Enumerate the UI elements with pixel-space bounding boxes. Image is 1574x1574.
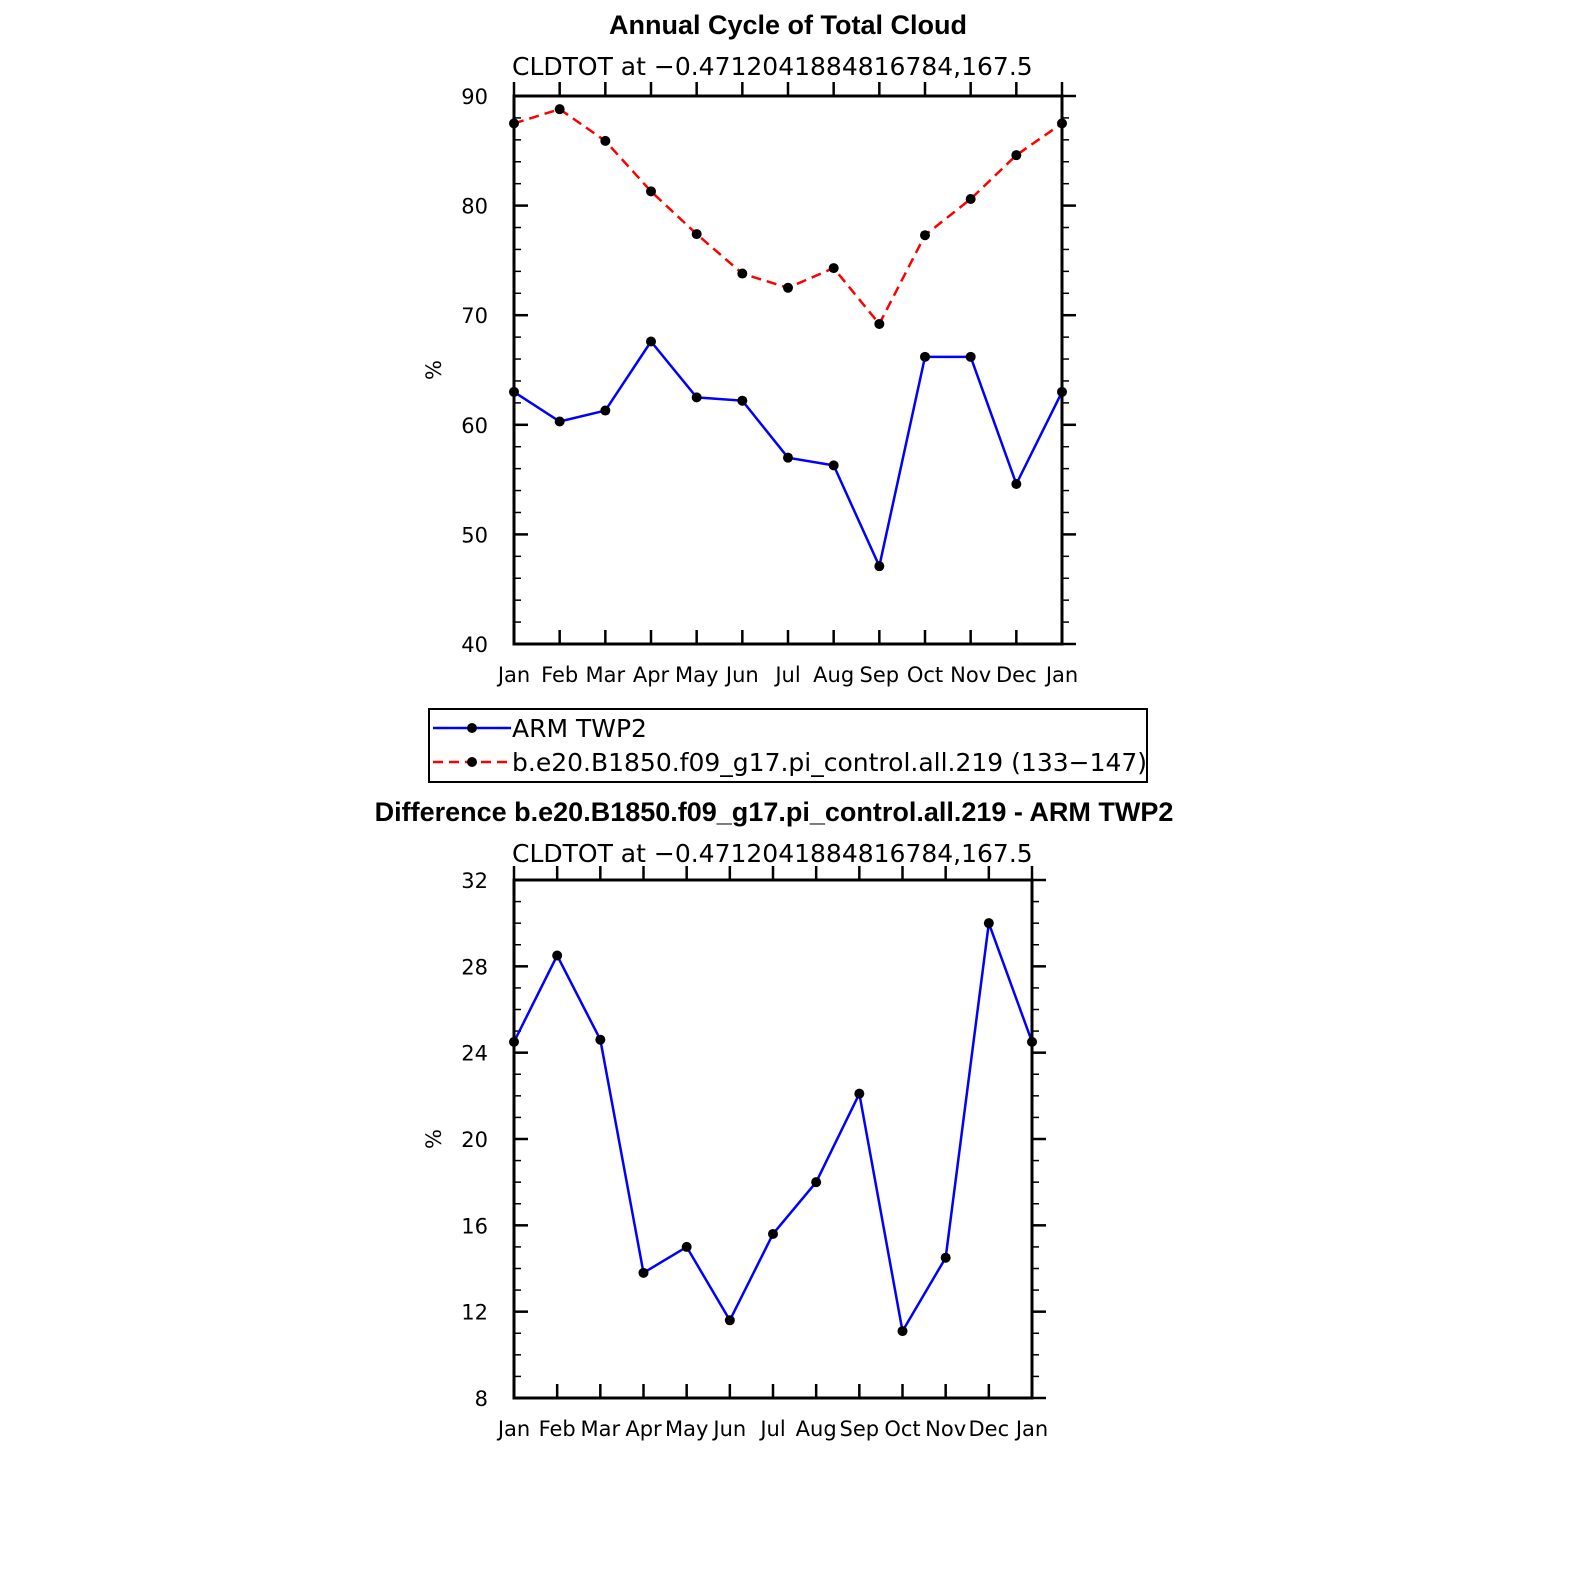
chart1-ytick-label: 80: [461, 195, 488, 219]
chart2-ytick-label: 16: [461, 1214, 488, 1238]
chart2-xtick-label: Mar: [581, 1417, 621, 1441]
chart1-xtick-label: May: [675, 663, 718, 687]
chart1-series-1-point: [783, 282, 793, 293]
chart2-series-0-point: [724, 1315, 735, 1326]
chart1-series-0-point: [874, 561, 885, 572]
chart1-series-1-point: [965, 194, 976, 205]
chart1-series-1-point: [737, 268, 748, 279]
chart1-series-0-point: [828, 460, 839, 471]
chart1-series-0-point: [691, 392, 702, 403]
chart2-xtick-label: Jun: [711, 1417, 746, 1441]
difference-chart: Difference b.e20.B1850.f09_g17.pi_contro…: [375, 797, 1174, 1441]
chart2-series-0-point: [768, 1228, 778, 1239]
chart1-ytick-label: 90: [461, 85, 488, 109]
chart1-series-0-point: [600, 405, 611, 416]
chart2-series-0-point: [552, 950, 563, 961]
chart1-ytick-label: 60: [461, 414, 488, 438]
annual-cycle-chart: Annual Cycle of Total Cloud CLDTOT at −0…: [422, 10, 1148, 783]
chart1-series-0-point: [783, 452, 793, 463]
chart2-series-0-point: [983, 918, 994, 929]
chart1-subtitle: CLDTOT at −0.4712041884816784,167.5: [512, 52, 1033, 81]
chart2-xtick-label: Jan: [1014, 1417, 1048, 1441]
legend-marker-model: [467, 757, 477, 767]
chart2-xtick-label: Apr: [625, 1417, 662, 1441]
chart1-series-0-point: [920, 351, 930, 362]
chart2-series-0-point: [811, 1177, 822, 1188]
chart2-ytick-label: 28: [461, 955, 488, 979]
chart2-plot-frame: [512, 878, 1034, 1400]
chart2-ytick-label: 12: [461, 1301, 488, 1325]
chart2-ticks: Jan Feb Mar Apr May Jun Jul Aug Sep Oct Nov Dec Jan8…: [461, 866, 1048, 1441]
chart1-xtick-label: Jan: [1044, 663, 1078, 687]
chart2-xtick-label: Jan: [496, 1417, 530, 1441]
chart1-series: [509, 104, 1067, 572]
chart1-ytick-label: 70: [461, 304, 488, 328]
chart2-subtitle: CLDTOT at −0.4712041884816784,167.5: [512, 839, 1033, 868]
chart2-ytick-label: 8: [475, 1387, 488, 1411]
chart1-series-1-point: [691, 229, 702, 240]
chart2-xtick-label: Oct: [884, 1417, 920, 1441]
chart1-ylabel: %: [422, 360, 446, 380]
chart2-ytick-label: 32: [461, 869, 488, 893]
chart1-series-1-point: [646, 186, 656, 197]
legend-label-arm: ARM TWP2: [512, 714, 647, 743]
chart2-xtick-label: May: [665, 1417, 708, 1441]
chart2-series: [509, 918, 1037, 1337]
chart1-ticks: Jan Feb Mar Apr May Jun Jul Aug Sep Oct Nov Dec Jan 4…: [461, 82, 1078, 687]
chart1-plot-frame: [512, 94, 1064, 646]
chart2-xtick-label: Dec: [969, 1417, 1010, 1441]
chart1-series-1-point: [828, 263, 839, 274]
chart2-title: Difference b.e20.B1850.f09_g17.pi_contro…: [375, 797, 1174, 827]
chart1-ytick-label: 40: [461, 633, 488, 657]
chart1-xtick-label: Jan: [496, 663, 530, 687]
chart1-series-0-point: [1011, 478, 1022, 489]
chart2-xtick-label: Nov: [925, 1417, 966, 1441]
chart2-ytick-label: 20: [461, 1128, 488, 1152]
chart1-xtick-label: Aug: [813, 663, 854, 687]
chart2-xtick-label: Feb: [539, 1417, 576, 1441]
chart2-series-line-0: [512, 922, 1034, 1335]
chart2-series-0-point: [681, 1241, 692, 1252]
chart1-xtick-label: Jun: [724, 663, 759, 687]
chart2-ylabel: %: [422, 1129, 446, 1149]
chart2-series-0-point: [638, 1267, 649, 1278]
chart1-series-1-point: [920, 230, 930, 241]
chart1-series-1-point: [1011, 150, 1022, 161]
chart1-legend: ARM TWP2 b.e20.B1850.f09_g17.pi_control.…: [428, 708, 1148, 783]
chart1-series-1-point: [554, 104, 565, 115]
chart1-xtick-label: Sep: [860, 663, 900, 687]
chart1-series-0-point: [554, 416, 565, 427]
chart1-xtick-label: Jul: [773, 663, 800, 687]
chart2-series-0-point: [595, 1034, 606, 1045]
chart2-xtick-label: Sep: [840, 1417, 880, 1441]
chart1-series-0-point: [965, 351, 976, 362]
chart1-xtick-label: Mar: [586, 663, 626, 687]
chart1-series-1-point: [874, 318, 885, 329]
chart1-xtick-label: Nov: [950, 663, 991, 687]
legend-label-model: b.e20.B1850.f09_g17.pi_control.all.219 (…: [512, 748, 1147, 777]
chart2-series-0-point: [940, 1252, 951, 1263]
chart1-series-1-point: [600, 135, 611, 146]
chart1-xtick-label: Apr: [633, 663, 670, 687]
chart1-title: Annual Cycle of Total Cloud: [609, 10, 967, 40]
chart1-xtick-label: Dec: [996, 663, 1037, 687]
chart1-xtick-label: Oct: [907, 663, 943, 687]
chart1-ytick-label: 50: [461, 523, 488, 547]
chart2-xtick-label: Aug: [796, 1417, 837, 1441]
chart1-series-0-point: [646, 336, 656, 347]
chart2-xtick-label: Jul: [758, 1417, 785, 1441]
chart1-series-0-point: [737, 395, 748, 406]
chart2-series-0-point: [897, 1326, 908, 1337]
chart2-ytick-label: 24: [461, 1042, 488, 1066]
chart1-xtick-label: Feb: [541, 663, 578, 687]
legend-marker-arm: [467, 723, 477, 733]
chart2-series-0-point: [854, 1088, 865, 1099]
legend-box: [428, 708, 1148, 783]
